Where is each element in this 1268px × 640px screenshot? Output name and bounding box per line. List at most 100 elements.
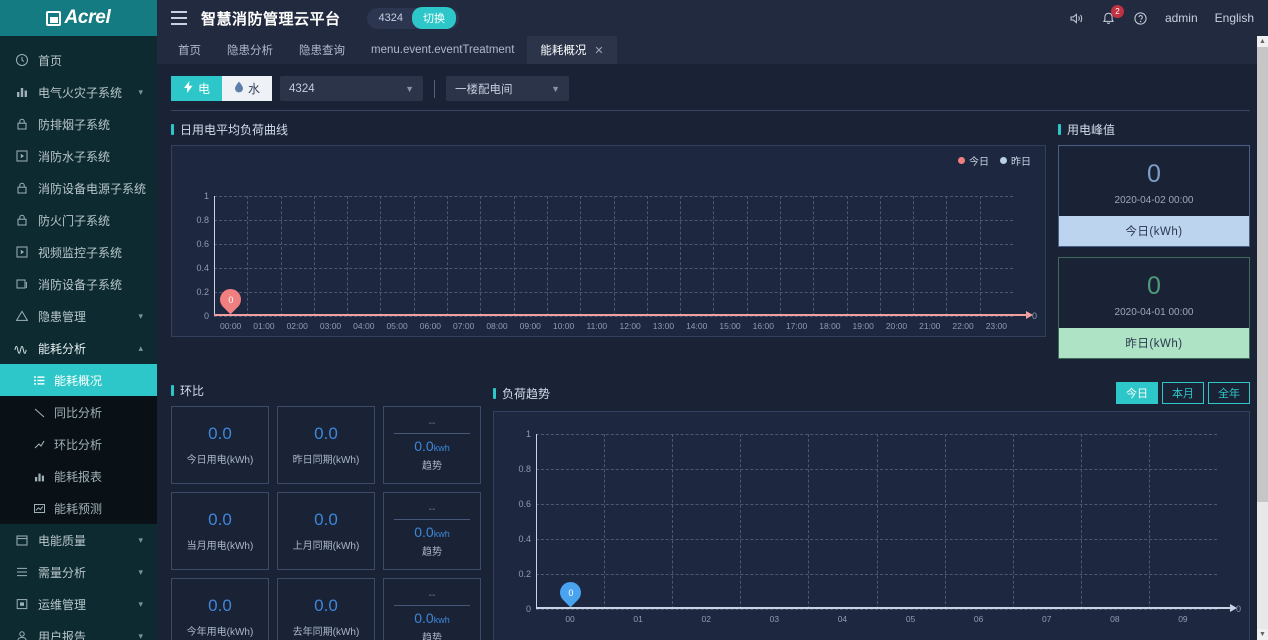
x-axis-tick: 09 bbox=[1178, 614, 1188, 624]
hb-card-value: 0.0 bbox=[314, 596, 338, 615]
language-switcher[interactable]: English bbox=[1214, 11, 1254, 25]
sidebar-item-power-quality[interactable]: 电能质量 ▾ bbox=[0, 524, 157, 556]
hb-trend-value: 0.0kwh bbox=[414, 438, 449, 454]
sidebar-item-fire-equipment[interactable]: 消防设备子系统 bbox=[0, 268, 157, 300]
x-axis-tick: 15:00 bbox=[719, 321, 741, 331]
hb-trend-number: 0.0 bbox=[414, 610, 434, 626]
hb-trend-unit: kwh bbox=[433, 443, 450, 453]
scroll-down-arrow[interactable]: ▼ bbox=[1257, 629, 1268, 640]
tab-hazard-query[interactable]: 隐患查询 bbox=[286, 36, 358, 64]
sidebar-item-video-monitor[interactable]: 视频监控子系统 bbox=[0, 236, 157, 268]
peak-label: 今日(kWh) bbox=[1059, 216, 1249, 246]
x-axis-tick: 09:00 bbox=[519, 321, 541, 331]
x-axis-tick: 17:00 bbox=[785, 321, 808, 331]
calendar-icon bbox=[14, 533, 29, 548]
speaker-icon[interactable] bbox=[1069, 11, 1084, 26]
range-button-group: 今日 本月 全年 bbox=[1112, 382, 1250, 404]
menu-toggle-icon[interactable] bbox=[171, 11, 187, 25]
x-axis-tick: 18:00 bbox=[819, 321, 841, 331]
site-selector[interactable]: 4324 切换 bbox=[366, 7, 459, 29]
legend-item-today: 今日 bbox=[958, 153, 989, 168]
electricity-toggle[interactable]: 电 bbox=[171, 76, 223, 101]
tab-hazard-analysis[interactable]: 隐患分析 bbox=[214, 36, 286, 64]
chevron-up-icon: ▴ bbox=[138, 342, 143, 353]
tab-label: 首页 bbox=[178, 45, 201, 57]
gridline-v bbox=[613, 196, 615, 316]
gridline-v bbox=[513, 196, 515, 316]
tab-bar: 首页 隐患分析 隐患查询 menu.event.eventTreatment 能… bbox=[157, 36, 1268, 64]
gridline-v bbox=[480, 196, 482, 316]
chevron-down-icon: ▾ bbox=[138, 534, 143, 545]
hb-card-label: 去年同期(kWh) bbox=[292, 627, 360, 638]
x-axis-tick: 02:00 bbox=[286, 321, 308, 331]
sidebar-item-energy-overview[interactable]: 能耗概况 bbox=[0, 364, 157, 396]
x-axis-tick: 23:00 bbox=[985, 321, 1007, 331]
tab-energy-overview[interactable]: 能耗概况 ✕ bbox=[527, 36, 617, 64]
hb-card-value: 0.0 bbox=[208, 596, 232, 615]
room-select-value: 一楼配电间 bbox=[455, 83, 513, 96]
hb-trend-card: -- 0.0kwh 趋势 bbox=[383, 406, 481, 484]
legend-item-yesterday: 昨日 bbox=[1000, 153, 1031, 168]
y-axis-tick: 0.4 bbox=[196, 263, 209, 273]
switch-button[interactable]: 切换 bbox=[412, 7, 456, 29]
sidebar-item-label: 需量分析 bbox=[38, 565, 87, 580]
scroll-up-arrow[interactable]: ▲ bbox=[1257, 36, 1268, 47]
sidebar-item-fire-equipment-power[interactable]: 消防设备电源子系统 bbox=[0, 172, 157, 204]
scrollbar-thumb[interactable] bbox=[1257, 47, 1268, 502]
range-button-year[interactable]: 全年 bbox=[1208, 382, 1250, 404]
sidebar-item-fire-door[interactable]: 防火门子系统 bbox=[0, 204, 157, 236]
hb-trend-label: 趋势 bbox=[422, 547, 442, 558]
sidebar-item-electrical-fire[interactable]: 电气火灾子系统 ▾ bbox=[0, 76, 157, 108]
peak-label: 昨日(kWh) bbox=[1059, 328, 1249, 358]
notification-bell-icon[interactable]: 2 bbox=[1101, 4, 1124, 26]
y-axis-tick: 0.2 bbox=[518, 569, 531, 579]
range-button-month[interactable]: 本月 bbox=[1162, 382, 1204, 404]
hb-trend-label: 趋势 bbox=[422, 461, 442, 472]
clock-icon bbox=[14, 53, 29, 68]
notification-badge: 2 bbox=[1110, 4, 1124, 18]
tab-event-treatment[interactable]: menu.event.eventTreatment bbox=[358, 36, 527, 64]
sidebar-item-demand-analysis[interactable]: 需量分析 ▾ bbox=[0, 556, 157, 588]
axis-end-label: 0 bbox=[1031, 311, 1037, 321]
help-icon[interactable] bbox=[1133, 11, 1148, 26]
sidebar-item-home[interactable]: 首页 bbox=[0, 44, 157, 76]
device-select[interactable]: 4324 ▼ bbox=[280, 76, 424, 101]
user-menu[interactable]: admin bbox=[1164, 11, 1198, 25]
sidebar-item-energy-forecast[interactable]: 能耗预测 bbox=[0, 492, 157, 524]
tab-label: menu.event.eventTreatment bbox=[371, 44, 515, 56]
close-icon[interactable]: ✕ bbox=[594, 44, 604, 57]
water-toggle[interactable]: 水 bbox=[222, 76, 273, 101]
divider bbox=[394, 519, 470, 520]
sidebar-item-energy-report[interactable]: 能耗报表 bbox=[0, 460, 157, 492]
chevron-down-icon: ▾ bbox=[138, 598, 143, 609]
load-trend-chart[interactable]: 0 0.2 0.4 0.6 0.8 1 00 01 02 03 04 05 06 07 08 09 0 0 bbox=[493, 411, 1250, 640]
y-axis-tick: 0.2 bbox=[196, 287, 209, 297]
peak-datetime: 2020-04-01 00:00 bbox=[1114, 307, 1194, 318]
sidebar-item-yoy-analysis[interactable]: 同比分析 bbox=[0, 396, 157, 428]
bar-chart-icon bbox=[14, 85, 29, 100]
sidebar-item-smoke-control[interactable]: 防排烟子系统 bbox=[0, 108, 157, 140]
x-axis-tick: 10:00 bbox=[552, 321, 575, 331]
room-select[interactable]: 一楼配电间 ▼ bbox=[446, 76, 570, 101]
page-scrollbar[interactable]: ▲ ▼ bbox=[1257, 36, 1268, 640]
sidebar-item-mom-analysis[interactable]: 环比分析 bbox=[0, 428, 157, 460]
sidebar-item-label: 用户报告 bbox=[38, 629, 87, 640]
sidebar-item-user-report[interactable]: 用户报告 ▾ bbox=[0, 620, 157, 640]
sidebar-item-energy-analysis[interactable]: 能耗分析 ▴ bbox=[0, 332, 157, 364]
x-axis-tick: 06:00 bbox=[419, 321, 442, 331]
sidebar-item-label: 防排烟子系统 bbox=[38, 117, 111, 132]
gridline-h bbox=[536, 609, 1217, 610]
daily-load-chart[interactable]: 今日 昨日 0 0.2 0.4 0.6 0.8 1 00:00 01:00 02:00 03:00… bbox=[171, 145, 1046, 337]
page-title: 智慧消防管理云平台 bbox=[201, 10, 341, 28]
bar-chart-icon bbox=[32, 469, 46, 483]
energy-type-segmented: 电 水 bbox=[171, 76, 273, 101]
range-button-today[interactable]: 今日 bbox=[1116, 382, 1158, 404]
hb-trend-number: 0.0 bbox=[414, 524, 434, 540]
sidebar-item-hazard-management[interactable]: 隐患管理 ▾ bbox=[0, 300, 157, 332]
sidebar-item-fire-water[interactable]: 消防水子系统 bbox=[0, 140, 157, 172]
tab-home[interactable]: 首页 bbox=[165, 36, 214, 64]
device-select-value: 4324 bbox=[289, 82, 315, 95]
sidebar-item-operation-management[interactable]: 运维管理 ▾ bbox=[0, 588, 157, 620]
line-up-icon bbox=[32, 437, 46, 451]
x-axis-tick: 01 bbox=[633, 614, 643, 624]
